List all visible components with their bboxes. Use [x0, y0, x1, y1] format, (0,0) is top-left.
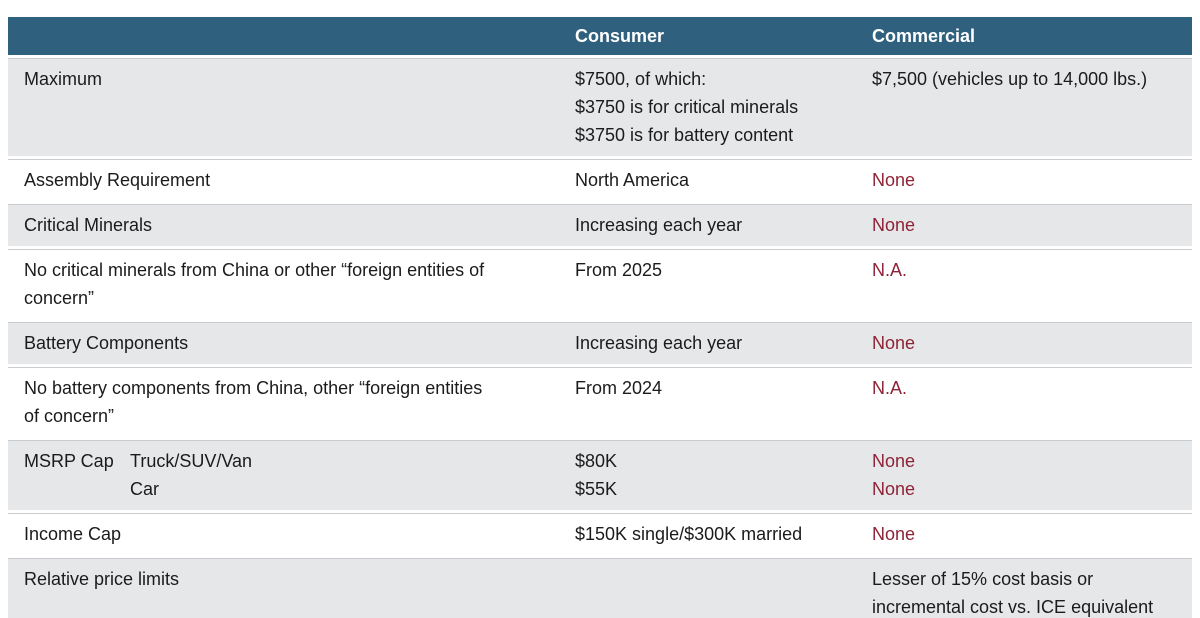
cell-line: From 2024: [575, 378, 663, 398]
commercial-cell: None: [856, 513, 1192, 555]
row-label-cell: MSRP Cap Truck/SUV/Van Car: [8, 440, 559, 510]
table-row: Critical Minerals Increasing each year Non…: [8, 204, 1192, 246]
table-row: No critical minerals from China or other…: [8, 249, 1192, 319]
column-header-blank: [8, 17, 559, 55]
consumer-cell: [559, 558, 856, 618]
cell-line: $55K: [575, 479, 618, 499]
row-label-cell: No critical minerals from China or other…: [8, 249, 559, 319]
consumer-cell: From 2024: [559, 367, 856, 437]
cell-line: None: [872, 215, 916, 235]
row-label-cell: Assembly Requirement: [8, 159, 559, 201]
table-row: Maximum $7500, of which: $3750 is for crit…: [8, 58, 1192, 156]
cell-line: North America: [575, 170, 690, 190]
row-label-cell: Relative price limits: [8, 558, 559, 618]
row-label-cell: Critical Minerals: [8, 204, 559, 246]
table-body: Maximum $7500, of which: $3750 is for crit…: [8, 58, 1192, 618]
commercial-cell: None: [856, 204, 1192, 246]
cell-line: No critical minerals from China or other…: [24, 260, 485, 280]
table-row: MSRP Cap Truck/SUV/Van Car $80K $55K None None: [8, 440, 1192, 510]
row-label-cell: No battery components from China, other …: [8, 367, 559, 437]
cell-line: Increasing each year: [575, 215, 743, 235]
column-header-consumer: Consumer: [559, 17, 856, 55]
row-label-cell: Battery Components: [8, 322, 559, 364]
cell-line: N.A.: [872, 378, 908, 398]
cell-line: Critical Minerals: [24, 215, 153, 235]
row-label-cell: Maximum: [8, 58, 559, 156]
cell-line: None: [872, 451, 916, 471]
cell-line: $7500, of which:: [575, 69, 707, 89]
cell-line: Income Cap: [24, 524, 122, 544]
table-row: Assembly Requirement North America None: [8, 159, 1192, 201]
cell-line: Car: [130, 479, 160, 499]
consumer-cell: Increasing each year: [559, 204, 856, 246]
cell-line: $3750 is for critical minerals: [575, 97, 799, 117]
cell-line: $3750 is for battery content: [575, 125, 794, 145]
table-row: No battery components from China, other …: [8, 367, 1192, 437]
cell-line: Relative price limits: [24, 569, 180, 589]
consumer-cell: North America: [559, 159, 856, 201]
cell-line: of concern”: [24, 406, 115, 426]
cell-line: None: [872, 333, 916, 353]
cell-line: Increasing each year: [575, 333, 743, 353]
commercial-cell: None: [856, 322, 1192, 364]
consumer-cell: $7500, of which: $3750 is for critical mi…: [559, 58, 856, 156]
cell-line: incremental cost vs. ICE equivalent: [872, 597, 1154, 617]
cell-line: $7,500 (vehicles up to 14,000 lbs.): [872, 69, 1148, 89]
column-header-commercial: Commercial: [856, 17, 1192, 55]
row-label-cell: Income Cap: [8, 513, 559, 555]
cell-line: None: [872, 524, 916, 544]
commercial-cell: N.A.: [856, 249, 1192, 319]
cell-line: Assembly Requirement: [24, 170, 211, 190]
commercial-cell: None None: [856, 440, 1192, 510]
row-label-main: MSRP Cap: [24, 451, 114, 471]
table-row: Income Cap $150K single/$300K married None: [8, 513, 1192, 555]
cell-line: $150K single/$300K married: [575, 524, 803, 544]
consumer-cell: From 2025: [559, 249, 856, 319]
cell-line: From 2025: [575, 260, 663, 280]
cell-line: No battery components from China, other …: [24, 378, 483, 398]
header-row: Consumer Commercial: [8, 17, 1192, 55]
commercial-cell: None: [856, 159, 1192, 201]
cell-line: $80K: [575, 451, 618, 471]
commercial-cell: $7,500 (vehicles up to 14,000 lbs.): [856, 58, 1192, 156]
cell-line: None: [872, 170, 916, 190]
cell-line: Truck/SUV/Van: [130, 451, 253, 471]
cell-line: None: [872, 479, 916, 499]
commercial-cell: Lesser of 15% cost basis or incremental c…: [856, 558, 1192, 618]
consumer-cell: $80K $55K: [559, 440, 856, 510]
cell-line: Battery Components: [24, 333, 189, 353]
cell-line: N.A.: [872, 260, 908, 280]
table-row: Battery Components Increasing each year No…: [8, 322, 1192, 364]
consumer-cell: $150K single/$300K married: [559, 513, 856, 555]
row-label-split: MSRP Cap Truck/SUV/Van Car: [24, 447, 551, 503]
row-label-sublist: Truck/SUV/Van Car: [130, 447, 551, 503]
comparison-table: Consumer Commercial Maximum $7500, of whi…: [8, 14, 1192, 618]
cell-line: Maximum: [24, 69, 103, 89]
commercial-cell: N.A.: [856, 367, 1192, 437]
cell-line: concern”: [24, 288, 95, 308]
consumer-cell: Increasing each year: [559, 322, 856, 364]
cell-line: Lesser of 15% cost basis or: [872, 569, 1094, 589]
table-row: Relative price limits Lesser of 15% cost …: [8, 558, 1192, 618]
